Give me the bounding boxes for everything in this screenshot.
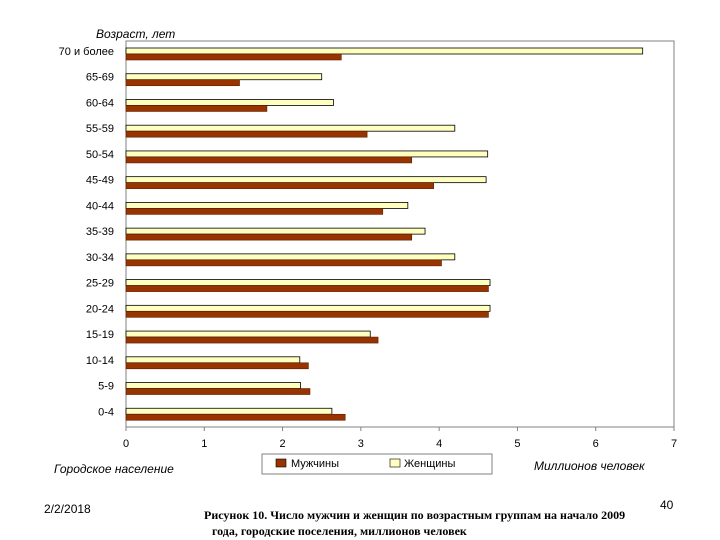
legend-label-women: Женщины [404, 458, 455, 470]
y-tick-label: 0-4 [98, 406, 114, 418]
bar-women [125, 201, 409, 209]
y-tick-label: 35-39 [86, 226, 114, 238]
x-axis-title: Миллионов человек [534, 459, 646, 473]
page-number: 40 [660, 498, 674, 512]
bar-men [125, 156, 413, 164]
y-tick-label: 10-14 [86, 355, 114, 367]
bar-women [125, 356, 301, 364]
x-tick-label: 3 [358, 438, 364, 450]
bar-men [125, 182, 434, 189]
bar-men [125, 362, 309, 370]
bar-women [125, 99, 334, 106]
legend-swatch-men [275, 458, 287, 468]
bar-women [125, 253, 456, 261]
bar-men [125, 105, 268, 112]
x-tick-label: 2 [280, 438, 286, 450]
bar-men [125, 259, 442, 267]
slide-date: 2/2/2018 [44, 502, 91, 516]
bar-men [125, 336, 379, 344]
legend-label-men: Мужчины [291, 458, 339, 470]
y-tick-label: 15-19 [86, 329, 114, 341]
y-tick-label: 5-9 [98, 381, 114, 393]
caption-line-1: Рисунок 10. Число мужчин и женщин по воз… [204, 508, 626, 522]
bar-men [125, 413, 346, 421]
bar-women [125, 407, 333, 415]
y-tick-label: 25-29 [86, 278, 114, 290]
x-tick-label: 7 [671, 438, 677, 450]
y-tick-label: 40-44 [86, 200, 114, 212]
bar-men [125, 285, 489, 292]
y-tick-label: 20-24 [86, 303, 114, 315]
x-tick-label: 6 [593, 438, 599, 450]
bar-women [125, 150, 489, 158]
caption-line-2: года, городские поселения, миллионов чел… [212, 524, 467, 538]
bar-women [125, 227, 426, 235]
y-axis-title: Возраст, лет [96, 27, 175, 41]
x-tick-label: 5 [514, 438, 520, 450]
bar-men [125, 388, 311, 395]
bar-women [125, 382, 301, 389]
bar-women [125, 47, 644, 55]
x-tick-label: 4 [436, 438, 442, 450]
y-tick-label: 65-69 [86, 72, 114, 84]
y-tick-label: 30-34 [86, 252, 114, 264]
legend-box [261, 453, 493, 475]
bar-men [125, 233, 413, 241]
bottom-left-label: Городское население [54, 462, 174, 476]
bar-women [125, 176, 487, 184]
bar-men [125, 130, 368, 138]
y-tick-label: 50-54 [86, 149, 114, 161]
x-tick-label: 0 [123, 438, 129, 450]
bar-women [125, 304, 491, 312]
y-tick-label: 55-59 [86, 123, 114, 135]
legend-swatch-women [389, 458, 401, 468]
y-tick-label: 60-64 [86, 97, 114, 109]
bar-women [125, 279, 491, 287]
y-tick-label: 70 и более [59, 46, 114, 58]
x-tick-label: 1 [201, 438, 207, 450]
bar-men [125, 79, 240, 87]
bar-women [125, 124, 456, 132]
bar-men [125, 53, 342, 61]
bar-women [125, 73, 323, 81]
bar-men [125, 311, 489, 318]
figure-caption: Рисунок 10. Число мужчин и женщин по воз… [204, 507, 714, 539]
bar-men [125, 208, 384, 215]
bar-women [125, 330, 371, 338]
y-tick-label: 45-49 [86, 175, 114, 187]
